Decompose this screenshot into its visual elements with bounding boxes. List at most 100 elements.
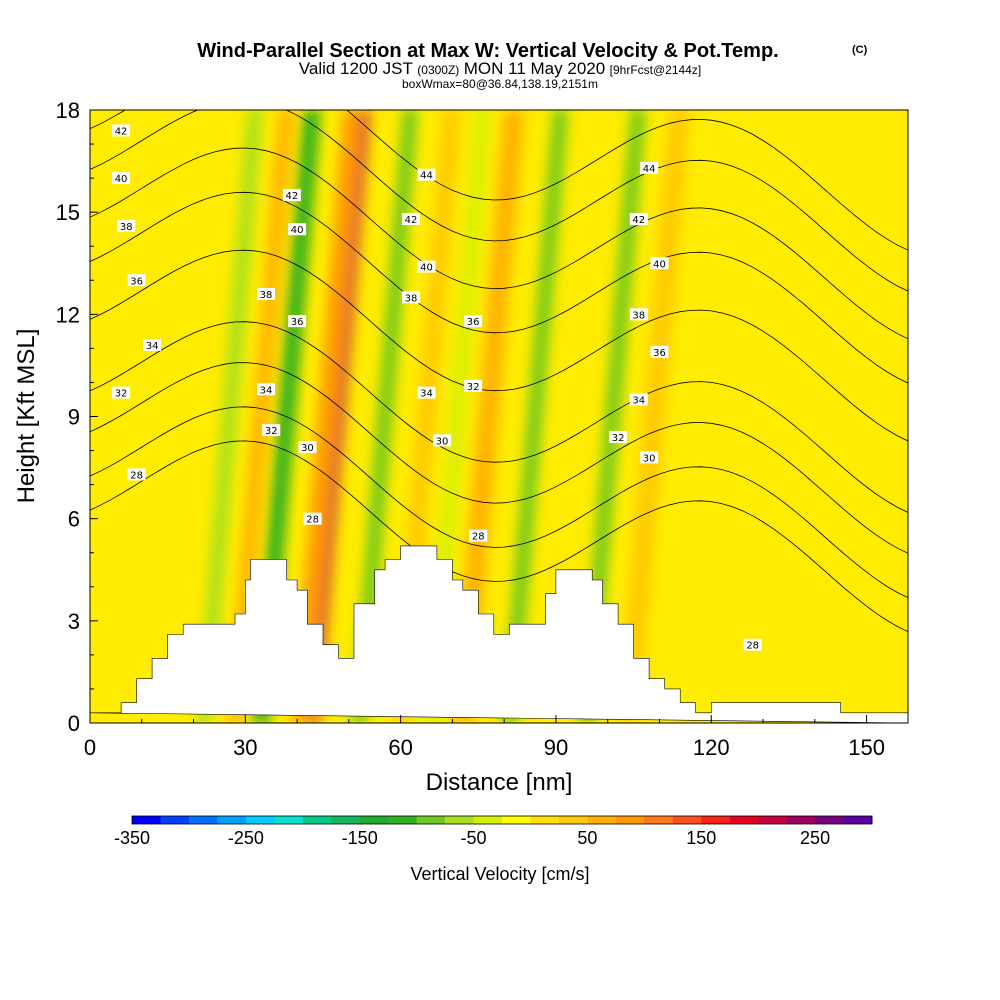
- x-tick-label: 60: [388, 735, 412, 760]
- contour-label-text: 44: [420, 171, 433, 182]
- contour-label-text: 42: [405, 215, 418, 226]
- velocity-band: [618, 110, 691, 723]
- colorbar-ticks: -350 -250 -150 -50 50 150 250: [114, 828, 830, 848]
- chart-title: Wind-Parallel Section at Max W: Vertical…: [197, 40, 778, 62]
- contour-label: 28: [469, 529, 488, 543]
- contour-label-text: 32: [467, 382, 480, 393]
- colorbar-swatch: [729, 816, 759, 824]
- isentrope-line: [90, 147, 908, 340]
- isentrope-line: [90, 191, 908, 384]
- contour-label-bg: [417, 386, 436, 399]
- plot-area: 42 40 38 36 34 32 28 42 40 38 36 34 32 30 28 44 42 40 38 36…: [90, 110, 908, 723]
- contour-label-text: 28: [472, 532, 485, 543]
- colorbar-tick-label: 250: [800, 828, 830, 848]
- colorbar-swatch: [359, 816, 389, 824]
- colorbar-swatch: [843, 816, 873, 824]
- contour-label: 38: [117, 219, 136, 233]
- colorbar-swatch: [132, 816, 161, 824]
- colorbar-tick-label: -150: [342, 828, 378, 848]
- isentrope-line: [90, 440, 908, 633]
- colorbar-swatch: [188, 816, 218, 824]
- colorbar-swatch: [473, 816, 503, 824]
- contour-label: 42: [629, 212, 648, 226]
- contour-label: 36: [288, 315, 307, 328]
- contour-label-text: 34: [260, 385, 273, 396]
- contour-label-text: 42: [286, 191, 299, 202]
- colorbar-swatch: [388, 816, 418, 824]
- colorbar-tick-label: 150: [686, 828, 716, 848]
- colorbar-swatch: [274, 816, 304, 824]
- isentrope-line: [90, 321, 908, 513]
- contour-label: 42: [282, 189, 301, 202]
- contour-label-bg: [469, 529, 488, 542]
- contour-label: 34: [143, 338, 162, 352]
- contour-label: 32: [464, 379, 483, 393]
- contour-label: 38: [257, 287, 276, 301]
- contour-label-bg: [112, 386, 131, 399]
- colorbar-swatch: [587, 816, 617, 824]
- colorbar-swatch: [445, 816, 475, 824]
- colorbar-tick-label: -50: [461, 828, 487, 848]
- contour-label: 32: [262, 424, 281, 437]
- colorbar-tick-label: -250: [228, 828, 264, 848]
- colorbar-swatch: [558, 816, 588, 824]
- contour-label: 30: [640, 451, 659, 464]
- contour-label-bg: [117, 219, 136, 232]
- x-tick-label: 0: [84, 735, 96, 760]
- contour-label-bg: [288, 315, 307, 328]
- colorbar-swatch: [530, 816, 560, 824]
- y-tick-label: 0: [68, 711, 80, 736]
- contour-label-text: 38: [632, 310, 645, 321]
- velocity-band: [579, 110, 647, 723]
- terrain: [90, 545, 908, 723]
- contour-label-bg: [650, 257, 669, 270]
- contour-label: 44: [640, 161, 659, 175]
- contour-label-bg: [112, 172, 131, 185]
- contour-label-text: 44: [643, 164, 656, 175]
- contour-label-bg: [401, 291, 420, 304]
- colorbar-swatch: [245, 816, 275, 824]
- contour-label-text: 36: [291, 317, 304, 328]
- x-tick-label: 30: [233, 735, 257, 760]
- contour-label: 40: [417, 260, 436, 274]
- y-tick-label: 9: [68, 405, 80, 430]
- contour-label: 28: [127, 468, 146, 481]
- contour-label-bg: [629, 212, 648, 225]
- subtitle-date: MON 11 May 2020: [464, 59, 605, 78]
- contour-label: 36: [464, 315, 483, 328]
- contour-label-text: 32: [115, 389, 128, 400]
- isentrope-contours: [90, 110, 908, 633]
- contour-label-bg: [257, 287, 276, 300]
- x-tick-label: 150: [848, 735, 885, 760]
- contour-label: 38: [401, 291, 420, 304]
- contour-label-text: 34: [146, 341, 159, 352]
- contour-label: 42: [401, 212, 420, 226]
- contour-label-text: 28: [130, 470, 143, 481]
- colorbar-swatch: [217, 816, 247, 824]
- contour-label-bg: [650, 345, 669, 358]
- colorbar: [131, 815, 873, 825]
- contour-label: 40: [112, 172, 131, 185]
- contour-label-bg: [127, 274, 146, 287]
- colorbar-frame: [131, 815, 873, 825]
- isentrope-line: [90, 406, 908, 598]
- subtitle-utc: (0300Z): [417, 63, 459, 77]
- colorbar-tick-label: 50: [577, 828, 597, 848]
- title-mark: (C): [852, 44, 868, 56]
- contour-label: 40: [650, 257, 669, 270]
- contour-label: 36: [650, 345, 669, 359]
- y-tick-label: 12: [56, 302, 80, 327]
- contour-label: 32: [112, 386, 131, 400]
- contour-label-text: 30: [436, 436, 449, 447]
- box-info: boxWmax=80@36.84,138.19,2151m: [402, 77, 598, 91]
- contour-label-text: 40: [291, 225, 304, 236]
- contour-labels: 42 40 38 36 34 32 28 42 40 38 36 34 32 30 28 44 42 40 38 36…: [112, 124, 762, 652]
- isentrope-line: [90, 110, 908, 292]
- contour-label-bg: [629, 308, 648, 321]
- contour-label-bg: [743, 638, 762, 651]
- colorbar-swatch: [502, 816, 531, 824]
- x-tick-label: 120: [693, 735, 730, 760]
- contour-label-bg: [401, 212, 420, 225]
- contour-label-bg: [640, 451, 659, 464]
- isentrope-line: [90, 362, 908, 554]
